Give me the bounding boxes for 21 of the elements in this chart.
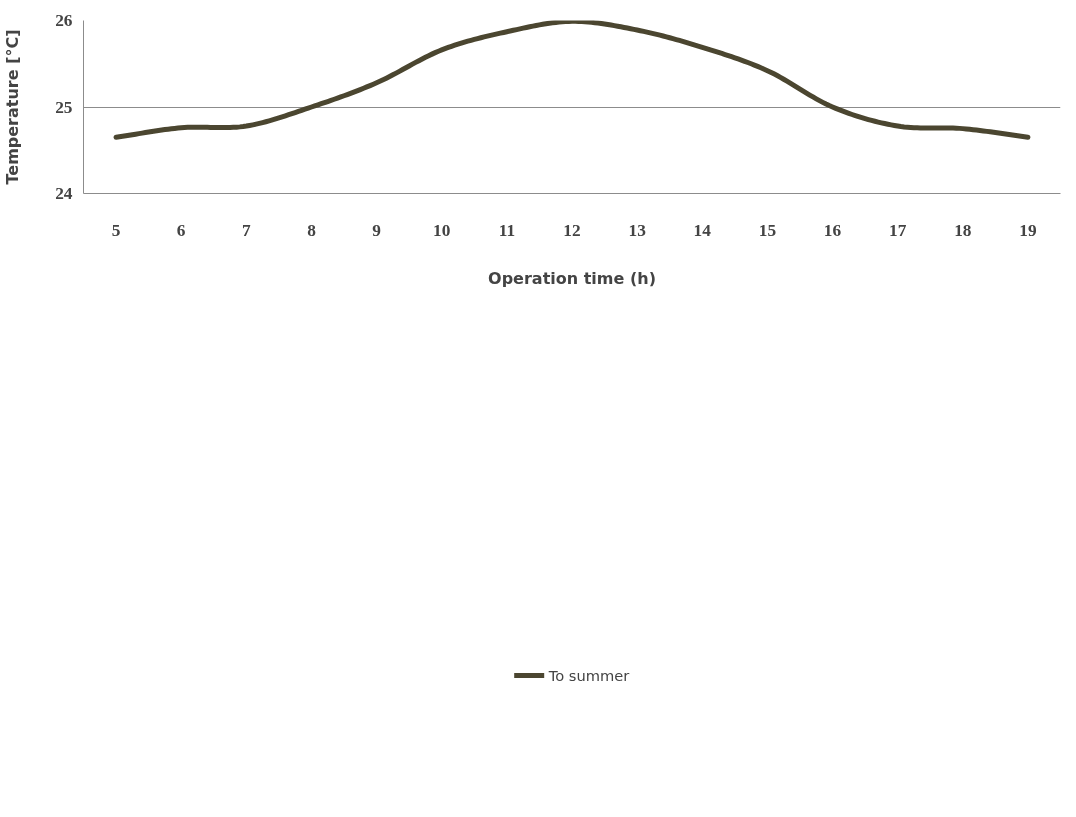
x-tick-label: 7	[242, 220, 251, 240]
x-tick-label: 10	[433, 220, 451, 240]
x-tick-label: 6	[176, 220, 186, 240]
x-tick-label: 12	[563, 220, 581, 240]
x-axis-title: Operation time (h)	[488, 268, 656, 288]
x-tick-label: 17	[889, 220, 907, 240]
x-tick-label: 18	[954, 220, 972, 240]
x-tick-label: 14	[693, 220, 712, 240]
x-tick-label: 11	[498, 220, 516, 240]
x-tick-label: 16	[823, 220, 842, 240]
legend-label: To summer	[548, 666, 630, 684]
x-tick-label: 5	[111, 220, 121, 240]
y-axis-title: Temperature [°C]	[3, 29, 23, 185]
x-tick-label: 19	[1019, 220, 1037, 240]
x-tick-label: 8	[307, 220, 317, 240]
y-tick-label: 24	[55, 184, 73, 203]
x-tick-label: 15	[758, 220, 777, 240]
x-tick-label: 13	[628, 220, 647, 240]
y-tick-label: 25	[55, 97, 73, 117]
x-tick-label: 9	[372, 220, 382, 240]
y-tick-label: 26	[55, 11, 73, 30]
